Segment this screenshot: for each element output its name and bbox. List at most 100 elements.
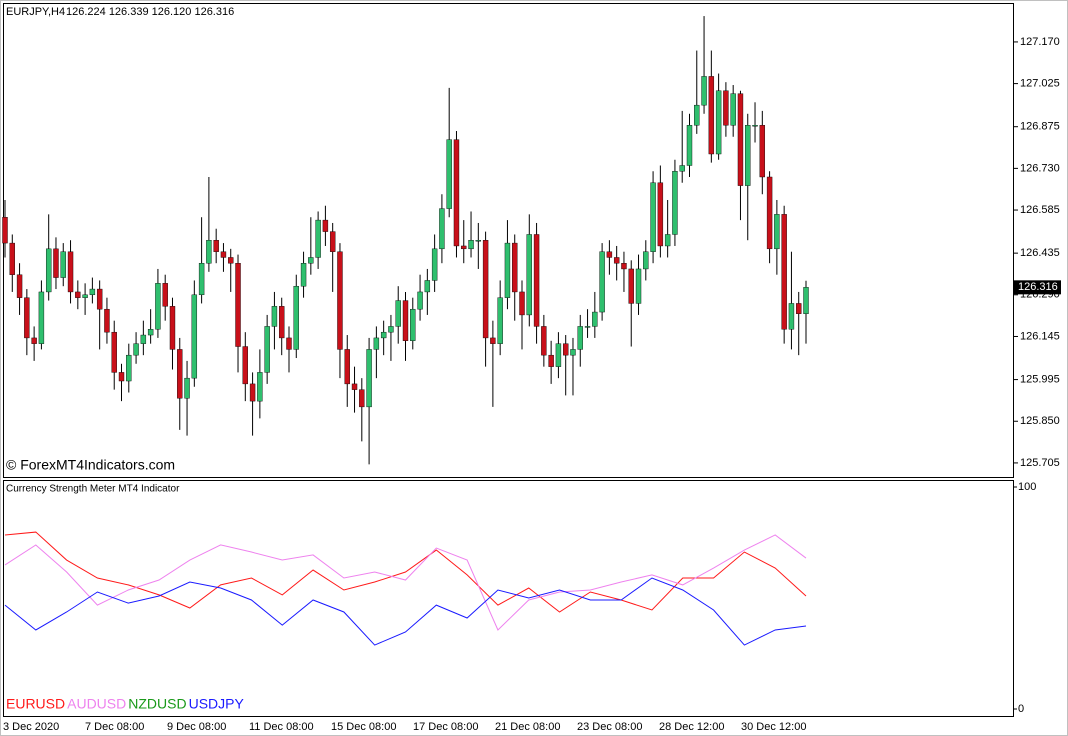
y-tick-label: 125.850 bbox=[1020, 415, 1060, 427]
candle-body bbox=[308, 257, 314, 264]
x-tick-label: 9 Dec 08:00 bbox=[167, 721, 226, 733]
candle-body bbox=[774, 214, 780, 250]
candle-body bbox=[482, 240, 489, 339]
strength-line bbox=[4, 534, 807, 631]
candle-body bbox=[599, 251, 605, 313]
candle-body bbox=[351, 383, 358, 390]
candle-body bbox=[249, 383, 256, 402]
x-tick-label: 15 Dec 08:00 bbox=[331, 721, 396, 733]
candle-body bbox=[533, 234, 540, 327]
candle-body bbox=[286, 337, 292, 350]
last-price-label: 126.316 bbox=[1018, 281, 1058, 293]
candle-body bbox=[329, 231, 336, 252]
candle-body bbox=[89, 288, 96, 296]
candle-body bbox=[140, 334, 147, 344]
candle-body bbox=[133, 343, 139, 356]
candle-body bbox=[803, 287, 809, 314]
candle-body bbox=[75, 291, 81, 298]
candle-body bbox=[359, 389, 365, 408]
strength-line bbox=[4, 577, 807, 646]
candle-body bbox=[2, 217, 8, 244]
y-tick-label: 126.875 bbox=[1020, 121, 1060, 133]
candle-body bbox=[759, 125, 766, 178]
x-tick-label: 11 Dec 08:00 bbox=[249, 721, 314, 733]
candle-body bbox=[169, 306, 176, 350]
candle-body bbox=[781, 214, 787, 330]
candle-body bbox=[635, 268, 642, 304]
y-tick-label: 127.025 bbox=[1020, 78, 1060, 90]
candle-body bbox=[366, 349, 372, 408]
x-tick-label: 30 Dec 12:00 bbox=[741, 721, 806, 733]
candle-body bbox=[475, 240, 482, 242]
candle-body bbox=[584, 326, 591, 328]
candle-body bbox=[592, 311, 598, 327]
candle-body bbox=[439, 208, 445, 250]
y-tick-label: 126.730 bbox=[1020, 162, 1060, 174]
y-tick-label: 125.705 bbox=[1020, 457, 1060, 469]
candle-body bbox=[497, 297, 503, 344]
candle-body bbox=[628, 268, 634, 304]
candle-body bbox=[315, 219, 321, 258]
candle-body bbox=[555, 343, 562, 367]
candle-body bbox=[60, 251, 66, 278]
candle-body bbox=[730, 93, 736, 126]
candle-body bbox=[198, 263, 205, 296]
x-tick-label: 28 Dec 12:00 bbox=[659, 721, 724, 733]
candle-body bbox=[184, 377, 190, 399]
candle-body bbox=[519, 291, 525, 316]
candle-body bbox=[490, 337, 496, 344]
candle-body bbox=[31, 337, 37, 344]
candle-body bbox=[694, 104, 700, 126]
candle-body bbox=[504, 242, 511, 298]
candle-body bbox=[96, 288, 103, 310]
candle-body bbox=[606, 251, 613, 258]
candle-body bbox=[242, 346, 249, 385]
candle-body bbox=[686, 125, 693, 166]
candle-body bbox=[9, 242, 15, 275]
candle-body bbox=[410, 308, 416, 341]
candle-body bbox=[461, 245, 467, 250]
candle-body bbox=[468, 240, 474, 250]
candle-body bbox=[417, 291, 423, 310]
candle-body bbox=[206, 240, 212, 264]
candle-body bbox=[24, 297, 30, 339]
candle-body bbox=[395, 300, 401, 327]
candle-body bbox=[512, 242, 518, 293]
candle-body bbox=[541, 326, 547, 356]
candle-body bbox=[45, 248, 52, 293]
y-tick-label: 126.145 bbox=[1020, 330, 1060, 342]
candle-body bbox=[293, 285, 299, 350]
x-tick-label: 7 Dec 08:00 bbox=[85, 721, 144, 733]
candle-body bbox=[446, 139, 452, 209]
symbol-title: EURJPY,H4 bbox=[6, 6, 65, 18]
legend-entry: USDJPY bbox=[189, 696, 245, 712]
y-tick-label: 125.995 bbox=[1020, 373, 1060, 385]
x-tick-label: 3 Dec 2020 bbox=[3, 721, 59, 733]
candle-body bbox=[766, 176, 773, 250]
candle-body bbox=[147, 329, 154, 336]
candle-body bbox=[701, 76, 707, 106]
candle-body bbox=[16, 274, 23, 298]
candle-body bbox=[424, 280, 431, 293]
x-tick-label: 21 Dec 08:00 bbox=[495, 721, 560, 733]
candle-body bbox=[621, 263, 627, 270]
ohlc-header: 126.224 126.339 126.120 126.316 bbox=[66, 6, 234, 18]
y-tick-label: 0 bbox=[1018, 703, 1024, 715]
candle-body bbox=[679, 165, 685, 172]
candle-body bbox=[788, 303, 795, 330]
candle-body bbox=[715, 90, 722, 155]
candle-body bbox=[613, 257, 620, 264]
candle-body bbox=[657, 182, 664, 247]
candle-body bbox=[228, 257, 234, 264]
candle-body bbox=[723, 90, 729, 126]
x-tick-label: 23 Dec 08:00 bbox=[577, 721, 642, 733]
candle-body bbox=[643, 251, 649, 270]
candle-body bbox=[264, 326, 270, 373]
indicator-pane bbox=[3, 480, 1014, 717]
candle-body bbox=[82, 294, 88, 298]
candle-body bbox=[431, 248, 438, 281]
candle-body bbox=[155, 283, 161, 330]
y-tick-label: 126.585 bbox=[1020, 204, 1060, 216]
candle-body bbox=[38, 291, 45, 344]
candle-body bbox=[380, 331, 387, 339]
